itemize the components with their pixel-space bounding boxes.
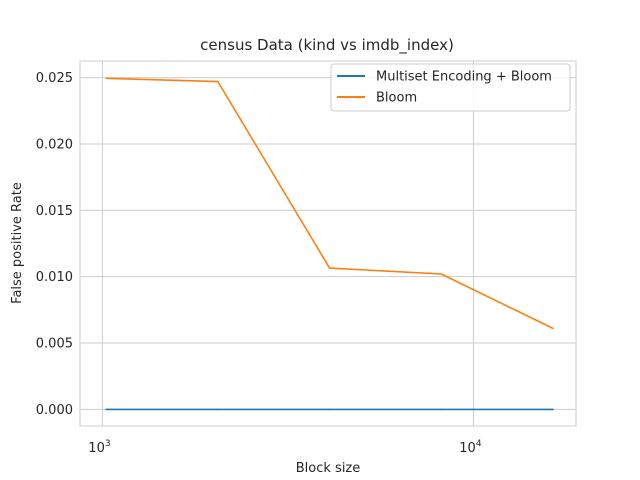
data-point	[552, 408, 554, 411]
legend-label: Multiset Encoding + Bloom	[376, 70, 552, 85]
y-tick-label: 0.025	[36, 71, 73, 86]
x-tick-label: 103	[88, 439, 110, 456]
chart-title: census Data (kind vs imdb_index)	[200, 36, 454, 55]
series-group	[105, 77, 554, 411]
y-tick-label: 0.005	[36, 337, 73, 352]
x-tick-label: 104	[459, 439, 482, 456]
y-tick-label: 0.020	[36, 137, 73, 152]
data-point	[328, 267, 331, 269]
y-tick-label: 0.010	[36, 270, 73, 285]
legend-label: Bloom	[376, 91, 417, 106]
y-tick-label: 0.015	[36, 204, 73, 219]
x-tick-exponent: 4	[476, 439, 482, 449]
x-tick-exponent: 3	[105, 439, 111, 449]
data-point	[552, 327, 554, 330]
plot-frame	[79, 60, 577, 427]
legend-box	[330, 63, 571, 112]
data-point	[217, 408, 219, 411]
y-tick-label: 0.000	[36, 403, 73, 418]
data-point	[217, 80, 219, 83]
legend: Multiset Encoding + Bloom Bloom	[330, 63, 571, 112]
x-tick-base: 10	[459, 441, 476, 456]
data-point	[105, 408, 108, 411]
data-point	[328, 408, 331, 411]
data-point	[105, 77, 108, 80]
y-axis-label: False positive Rate	[10, 182, 25, 304]
data-point	[440, 408, 443, 411]
x-tick-base: 10	[88, 441, 105, 456]
data-point	[440, 273, 443, 275]
x-axis-label: Block size	[296, 461, 361, 476]
